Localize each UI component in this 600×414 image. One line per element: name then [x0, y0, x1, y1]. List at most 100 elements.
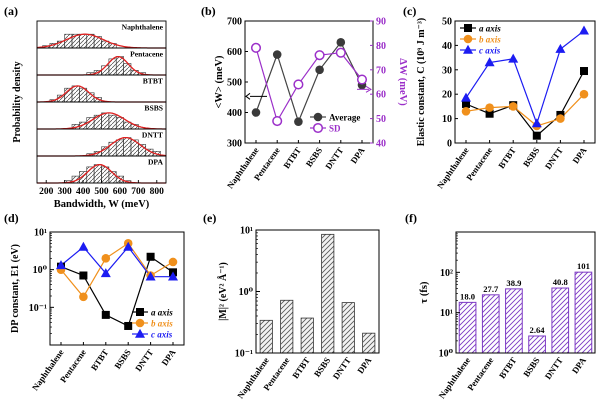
c-axis-point — [508, 53, 519, 63]
bar-data-label: 27.7 — [483, 284, 499, 294]
legend-a-axis-label: a axis — [479, 24, 501, 34]
y-tick-label: 10¹ — [240, 226, 253, 237]
y-tick-label: 10¹ — [440, 308, 453, 319]
a-axis-point — [79, 271, 88, 280]
bar — [505, 288, 523, 354]
c-axis-point — [484, 57, 495, 67]
bar — [280, 299, 294, 354]
b-axis-point — [485, 103, 494, 112]
legend-b-axis-label: b axis — [479, 35, 501, 45]
y-axis-title: <W> (meV) — [214, 55, 225, 109]
y-tick-label: 500 — [227, 78, 242, 89]
histogram-bar — [71, 85, 80, 103]
bar — [528, 335, 546, 354]
b-axis-point — [579, 89, 589, 99]
sd-point — [335, 47, 346, 58]
legend-sd-marker — [312, 122, 324, 134]
row-label: DNTT — [142, 131, 163, 140]
x-tick-label: 200 — [39, 187, 54, 197]
average-line — [255, 41, 363, 124]
legend-c-axis-marker — [135, 328, 145, 338]
legend-a-axis-marker — [464, 24, 472, 32]
x-tick-label: 300 — [58, 187, 73, 197]
b-axis-point — [461, 106, 471, 116]
c-axis-point — [100, 268, 111, 278]
b-axis-point — [101, 254, 111, 263]
y-axis-title: |M|² (eV² Å⁻¹) — [217, 262, 229, 321]
y-tick-label: 600 — [227, 47, 242, 58]
c-axis-point — [461, 92, 471, 102]
panel-label-c: (c) — [403, 4, 416, 18]
panel-label-a: (a) — [4, 4, 18, 18]
y-right-tick-label: 70 — [376, 65, 386, 76]
y-tick-label: 10⁻¹ — [235, 349, 253, 360]
d-x-label: DPA — [159, 347, 178, 368]
bar — [321, 233, 335, 354]
c-x-label: BSBS — [521, 145, 542, 168]
b-x-label: BTBT — [281, 145, 303, 170]
y-axis-title: DP constant, E1 (eV) — [10, 244, 21, 333]
panel-label-b: (b) — [201, 4, 216, 18]
row-label: Naphthalene — [122, 23, 164, 32]
x-tick-label: 800 — [150, 187, 165, 197]
y-axis-title: Elastic constant, C (10⁹ J m⁻³) — [416, 18, 427, 147]
plot-frame-e — [255, 229, 380, 354]
bar-data-label: 40.8 — [553, 277, 569, 287]
b-x-label: Naphthalene — [225, 145, 261, 190]
e-x-label: BTBT — [290, 355, 312, 380]
row-label: DPA — [148, 158, 164, 167]
histogram-bar — [115, 56, 124, 76]
bar — [458, 301, 477, 354]
y-axis-title: τ (fs) — [419, 281, 430, 304]
c-axis-line — [465, 30, 585, 126]
sd-point — [356, 74, 368, 85]
right-axis-arrowhead — [365, 85, 372, 93]
f-x-label: BSBS — [521, 355, 542, 378]
average-point — [294, 117, 303, 126]
f-x-label: Naphthalene — [437, 355, 473, 400]
bar-data-label: 2.64 — [530, 325, 546, 335]
y-tick-label: 10¹ — [34, 228, 47, 239]
histogram-bar — [130, 70, 139, 76]
a-axis-point — [146, 252, 155, 261]
a-axis-point — [580, 67, 588, 76]
d-x-label: BTBT — [89, 347, 111, 372]
c-axis-point — [579, 25, 589, 35]
histogram-bar — [64, 33, 73, 49]
a-axis-point — [101, 310, 110, 319]
y-right-axis-title: ΔW (meV) — [397, 58, 408, 106]
c-axis-point — [555, 43, 566, 53]
sd-point — [272, 115, 283, 127]
sd-line — [255, 47, 363, 123]
histogram-bar — [86, 33, 95, 49]
bar — [481, 294, 500, 354]
b-x-label: DPA — [348, 145, 367, 166]
b-axis-point — [79, 292, 88, 302]
c-axis-point — [168, 271, 178, 281]
histogram-bar — [123, 137, 132, 157]
y-tick-label: 400 — [227, 108, 242, 119]
bar-data-label: 101 — [577, 261, 590, 271]
c-axis-point — [531, 118, 542, 128]
bar-data-label: 38.9 — [506, 278, 521, 288]
histogram-bar — [79, 33, 88, 49]
f-x-label: DPA — [570, 355, 589, 376]
c-axis-point — [145, 271, 156, 281]
d-x-label: Naphthalene — [30, 347, 66, 392]
y-right-tick-label: 90 — [376, 17, 386, 28]
d-x-label: DNTT — [133, 347, 155, 373]
y-tick-label: 50 — [442, 17, 452, 28]
panel-label-e: (e) — [203, 211, 216, 225]
d-x-label: BSBS — [112, 347, 133, 370]
y-tick-label: 700 — [227, 17, 242, 28]
y-tick-label: 10⁰ — [33, 265, 48, 276]
x-axis-title: Bandwidth, W (meV) — [54, 199, 150, 210]
left-axis-arrowhead — [245, 92, 251, 100]
legend-b-axis-label: b axis — [151, 319, 173, 329]
y-tick-label: 10² — [440, 268, 453, 279]
c-x-label: BTBT — [496, 145, 518, 170]
bar — [300, 317, 314, 354]
a-axis-point — [532, 131, 541, 140]
f-x-label: DNTT — [543, 355, 565, 381]
